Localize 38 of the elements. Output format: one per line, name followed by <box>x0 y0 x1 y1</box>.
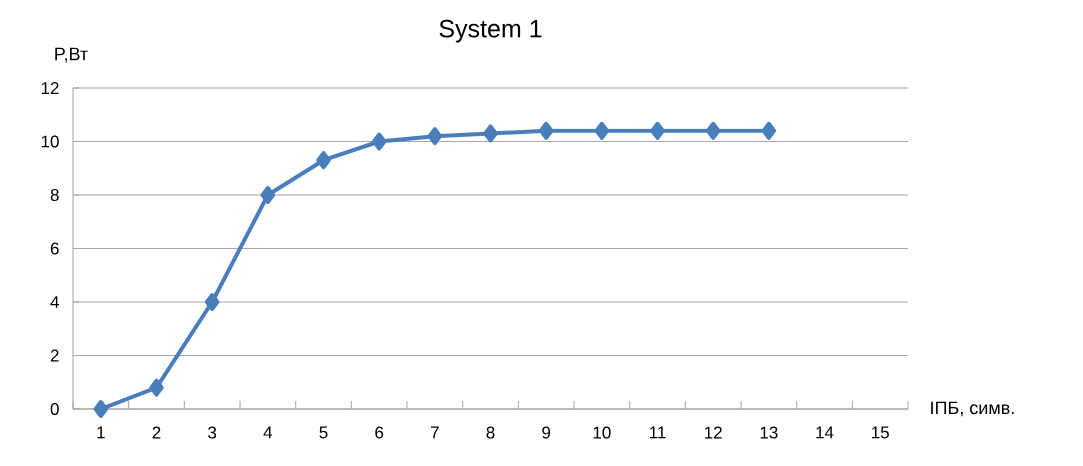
point <box>371 132 387 151</box>
x-axis-title: ІПБ, симв. <box>931 401 1014 417</box>
x-tick-label: 11 <box>649 426 666 439</box>
point <box>427 127 443 146</box>
y-tick-label: 4 <box>50 296 59 308</box>
x-tick-label: 15 <box>872 426 889 439</box>
x-tick-label: 4 <box>263 426 273 439</box>
y-tick-label: 8 <box>50 188 59 202</box>
point <box>316 151 331 170</box>
x-tick-label: 13 <box>760 426 778 439</box>
x-tick-label: 9 <box>542 426 551 439</box>
point <box>650 121 665 140</box>
chart-title: System 1 <box>439 19 542 43</box>
x-tick-label: 2 <box>152 426 161 439</box>
point <box>538 121 554 140</box>
x-tick-label: 1 <box>97 426 105 439</box>
point <box>483 124 498 143</box>
y-tick-label: 10 <box>41 135 59 148</box>
point <box>204 293 220 311</box>
x-tick-label: 6 <box>375 426 384 439</box>
y-tick-label: 12 <box>41 82 59 94</box>
y-tick-label: 2 <box>50 349 59 362</box>
x-tick-label: 5 <box>319 426 328 439</box>
x-tick-label: 10 <box>593 426 611 439</box>
point <box>149 378 164 397</box>
point <box>260 186 276 204</box>
x-tick-label: 3 <box>208 426 217 439</box>
x-tick-label: 14 <box>816 426 834 439</box>
y-tick-label: 0 <box>50 402 59 416</box>
point <box>761 121 777 140</box>
y-axis-title: P,Вт <box>55 47 88 63</box>
x-tick-label: 8 <box>486 426 495 439</box>
x-tick-label: 7 <box>430 426 439 439</box>
point <box>705 121 721 140</box>
point <box>594 121 610 140</box>
x-tick-label: 12 <box>705 426 722 439</box>
point <box>93 400 109 418</box>
y-tick-label: 6 <box>50 242 59 255</box>
